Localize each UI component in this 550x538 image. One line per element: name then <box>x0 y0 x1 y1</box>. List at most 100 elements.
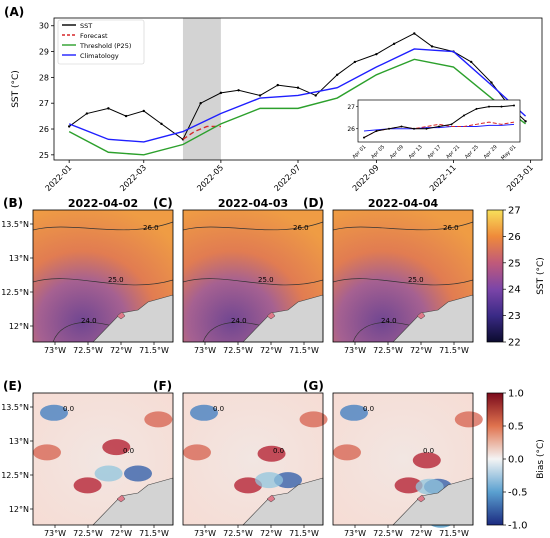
inset-y-tick-label: 27 <box>347 104 355 111</box>
panel-date: 2022-04-02 <box>68 197 138 210</box>
y-tick-label: 26 <box>39 125 49 134</box>
island <box>116 311 126 320</box>
inset-x-tick-label: Apr 09 <box>389 144 405 160</box>
bias-anomaly <box>124 465 152 482</box>
series-line-forecast <box>182 125 221 140</box>
contour-26 <box>332 221 474 231</box>
sst-point <box>430 45 434 48</box>
sst-point <box>258 94 262 97</box>
sst-point <box>67 125 71 128</box>
sst-point <box>470 60 473 64</box>
inset-x-tick-label: Apr 17 <box>426 144 442 160</box>
contour-26 <box>32 221 174 231</box>
bias-anomaly <box>33 444 61 461</box>
island <box>266 311 276 320</box>
y-tick-label: 29 <box>39 48 49 57</box>
series-line-climatology <box>68 48 527 143</box>
map-panel-d: (D) 2022-04-04 26.0 25.0 24.0 73°W 72.5°W 72°W 7… <box>303 196 474 355</box>
sst-map-row: (B) 2022-04-02 26.0 25.0 24.0 73°W 72.5°W 72°W 7… <box>1 196 546 355</box>
shaded-forecast-period <box>182 18 221 160</box>
inset-x-tick-label: Apr 29 <box>483 144 499 160</box>
bias-anomaly <box>73 477 102 494</box>
x-tick-label: 71.5°W <box>139 346 169 355</box>
sst-point <box>160 122 163 126</box>
map-panel-g: (G) 0.0 0.0 73°W 72.5°W 72°W 71.5°W <box>303 379 483 538</box>
map-frame <box>182 209 324 343</box>
bias-anomaly <box>415 478 444 495</box>
y-tick-label: 25 <box>39 151 49 160</box>
colorbar-label: Bias (°C) <box>536 439 546 479</box>
x-tick-label: 2022-03 <box>118 163 148 193</box>
colorbar-tick-label: 25 <box>508 258 521 269</box>
inset-sst-point <box>513 104 515 107</box>
contour-label: 24.0 <box>231 317 247 325</box>
x-tick-label: 73°W <box>344 529 366 538</box>
sst-point <box>199 102 202 105</box>
bias-anomaly <box>183 444 211 461</box>
y-tick-label: 30 <box>39 22 49 31</box>
bias-anomaly <box>394 477 423 494</box>
map-frame <box>32 392 174 526</box>
contour-label: 25.0 <box>258 276 274 284</box>
x-tick-label: 71.5°W <box>439 529 469 538</box>
sst-point <box>142 109 145 113</box>
sst-point <box>296 86 300 89</box>
bias-anomaly <box>340 404 368 421</box>
y-tick-label: 12.5°N <box>1 471 29 480</box>
y-tick-label: 13.5°N <box>1 220 29 229</box>
inset-x-tick-label: Apr 25 <box>464 144 480 160</box>
x-tick-label: 72.5°W <box>73 346 103 355</box>
contour-label: 26.0 <box>443 224 459 232</box>
sst-point <box>124 114 128 118</box>
x-tick-label: 71.5°W <box>289 529 319 538</box>
y-tick-label: 13°N <box>9 437 29 446</box>
y-tick-label: 12°N <box>9 505 29 514</box>
island <box>416 311 426 320</box>
contour-label: 0.0 <box>273 447 284 455</box>
contour-label: 26.0 <box>143 224 159 232</box>
bias-colorbar: 1.0 0.5 0.0 -0.5 -1.0 Bias (°C) <box>486 389 546 532</box>
colorbar-tick-label: 0.5 <box>508 422 524 433</box>
x-tick-label: 2022-09 <box>351 163 381 193</box>
inset-x-tick-label: Apr 01 <box>351 144 367 160</box>
sst-point <box>219 91 223 95</box>
map-frame <box>332 209 474 343</box>
inset-y-tick-label: 26 <box>347 126 355 133</box>
island <box>116 494 126 503</box>
map-frame <box>332 392 474 526</box>
colorbar-gradient <box>486 209 504 343</box>
sst-point <box>107 107 110 110</box>
x-tick-label: 71.5°W <box>289 346 319 355</box>
sst-point <box>524 120 527 123</box>
map-panel-e: (E) 0.0 0.0 73°W 72.5°W 72°W 71.5°W 13.5°N 13°N 1… <box>1 379 174 538</box>
x-tick-label: 2022-11 <box>428 163 458 193</box>
contour-25 <box>182 278 324 286</box>
x-tick-label: 72°W <box>110 529 132 538</box>
x-tick-label: 72°W <box>410 529 432 538</box>
colorbar-tick-label: 22 <box>508 338 521 349</box>
series-line-threshold-p25- <box>68 58 526 156</box>
inset-plot: 26 27 Apr 01 Apr 05 Apr 09 Apr 13 Apr 17 Apr 21… <box>347 99 521 161</box>
inset-sst-point <box>463 114 465 117</box>
colorbar-tick-label: 24 <box>508 285 521 296</box>
x-tick-label: 72.5°W <box>373 346 403 355</box>
y-tick-label: 12°N <box>9 322 29 331</box>
inset-sst-point <box>500 105 503 108</box>
contour-label: 0.0 <box>423 447 434 455</box>
x-tick-label: 72.5°W <box>223 529 253 538</box>
inset-x-tick-label: May 01 <box>500 144 517 161</box>
map-frame <box>182 392 324 526</box>
sst-point <box>314 94 317 97</box>
contour-label: 0.0 <box>213 405 224 413</box>
bias-anomaly <box>102 439 131 456</box>
x-tick-label: 72°W <box>110 346 132 355</box>
x-tick-label: 71.5°W <box>139 529 169 538</box>
x-tick-label: 72.5°W <box>223 346 253 355</box>
colorbar-tick-label: 1.0 <box>508 389 524 400</box>
sst-point <box>353 60 357 64</box>
panel-letter: (C) <box>153 196 173 210</box>
inset-sst-point <box>413 127 415 130</box>
colorbar-tick-label: 27 <box>508 206 521 217</box>
inset-sst-point <box>488 105 490 108</box>
x-tick-label: 2022-01 <box>44 163 74 193</box>
